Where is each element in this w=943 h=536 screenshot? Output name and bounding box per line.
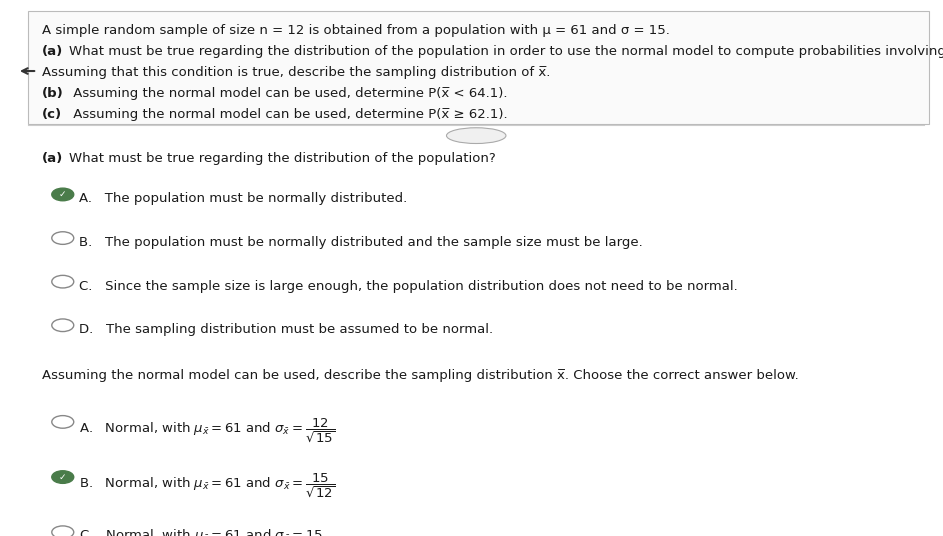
- FancyBboxPatch shape: [28, 11, 929, 124]
- Ellipse shape: [446, 128, 506, 144]
- Text: C.   Since the sample size is large enough, the population distribution does not: C. Since the sample size is large enough…: [79, 280, 738, 293]
- Text: ✓: ✓: [59, 190, 67, 199]
- Text: ✓: ✓: [59, 473, 67, 481]
- Text: Assuming the normal model can be used, describe the sampling distribution x̅. Ch: Assuming the normal model can be used, d…: [41, 369, 799, 382]
- Text: B.   The population must be normally distributed and the sample size must be lar: B. The population must be normally distr…: [79, 236, 643, 249]
- Text: (b): (b): [41, 87, 63, 100]
- Text: (a): (a): [41, 152, 63, 166]
- Text: C.   Normal, with $\mu_{\bar{x}}=61$ and $\sigma_{\bar{x}}=15$: C. Normal, with $\mu_{\bar{x}}=61$ and $…: [79, 527, 323, 536]
- Text: (c): (c): [41, 108, 62, 121]
- Text: D.   The sampling distribution must be assumed to be normal.: D. The sampling distribution must be ass…: [79, 323, 493, 336]
- Text: Assuming that this condition is true, describe the sampling distribution of x̅.: Assuming that this condition is true, de…: [41, 66, 550, 79]
- Text: What must be true regarding the distribution of the population in order to use t: What must be true regarding the distribu…: [69, 45, 943, 58]
- Text: A simple random sample of size n = 12 is obtained from a population with μ = 61 : A simple random sample of size n = 12 is…: [41, 24, 670, 37]
- Text: B.   Normal, with $\mu_{\bar{x}}=61$ and $\sigma_{\bar{x}}=\dfrac{15}{\sqrt{12}}: B. Normal, with $\mu_{\bar{x}}=61$ and $…: [79, 472, 336, 500]
- Text: (a): (a): [41, 45, 63, 58]
- Text: A.   Normal, with $\mu_{\bar{x}}=61$ and $\sigma_{\bar{x}}=\dfrac{12}{\sqrt{15}}: A. Normal, with $\mu_{\bar{x}}=61$ and $…: [79, 416, 336, 445]
- Text: A.   The population must be normally distributed.: A. The population must be normally distr…: [79, 192, 407, 205]
- Text: Assuming the normal model can be used, determine P(x̅ ≥ 62.1).: Assuming the normal model can be used, d…: [69, 108, 507, 121]
- Circle shape: [52, 188, 74, 201]
- Text: · · ·: · · ·: [469, 131, 484, 140]
- Text: What must be true regarding the distribution of the population?: What must be true regarding the distribu…: [69, 152, 496, 166]
- Text: Assuming the normal model can be used, determine P(x̅ < 64.1).: Assuming the normal model can be used, d…: [69, 87, 507, 100]
- Circle shape: [52, 471, 74, 483]
